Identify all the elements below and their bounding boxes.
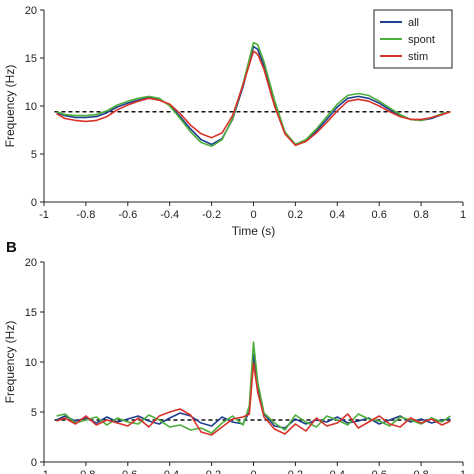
- x-tick-label: 0.8: [413, 209, 428, 221]
- x-tick-label: -0.4: [160, 469, 179, 474]
- y-tick-label: 15: [25, 53, 37, 65]
- x-tick-label: 0.6: [372, 469, 387, 474]
- panel-letter: B: [6, 239, 17, 256]
- x-tick-label: 1: [460, 469, 466, 474]
- x-tick-label: -0.2: [202, 469, 221, 474]
- x-tick-label: -0.8: [76, 209, 95, 221]
- y-tick-label: 20: [25, 5, 37, 17]
- x-tick-label: -1: [39, 209, 49, 221]
- legend-entry-all: all: [408, 17, 419, 29]
- y-tick-label: 15: [25, 307, 37, 319]
- x-tick-label: -0.4: [160, 209, 179, 221]
- series-line-spont: [56, 341, 451, 434]
- x-tick-label: 0.8: [413, 469, 428, 474]
- series-line-spont: [56, 41, 451, 148]
- x-tick-label: 0.6: [372, 209, 387, 221]
- series-line-stim: [56, 362, 451, 436]
- legend-entry-stim: stim: [408, 51, 428, 63]
- y-tick-label: 0: [31, 457, 37, 469]
- x-tick-label: -0.2: [202, 209, 221, 221]
- y-tick-label: 5: [31, 149, 37, 161]
- x-tick-label: 0: [250, 209, 256, 221]
- x-tick-label: 0.4: [330, 469, 345, 474]
- panel-b: 0 5 10 15 20 -1 -0.8 -0.6 -0.4 -0.2 0 0.2 0.4 0.6 0.8 1…: [3, 239, 466, 474]
- y-axis-label: Frequency (Hz): [3, 321, 17, 404]
- x-tick-label: -1: [39, 469, 49, 474]
- series-line-stim: [56, 50, 451, 147]
- x-tick-label: 0: [250, 469, 256, 474]
- x-tick-label: 0.2: [288, 469, 303, 474]
- y-tick-label: 5: [31, 407, 37, 419]
- x-axis-label: Time (s): [232, 224, 276, 238]
- y-tick-label: 0: [31, 197, 37, 209]
- y-tick-label: 10: [25, 357, 37, 369]
- y-tick-label: 20: [25, 257, 37, 269]
- x-tick-label: -0.8: [76, 469, 95, 474]
- x-tick-label: 1: [460, 209, 466, 221]
- x-tick-label: -0.6: [118, 209, 137, 221]
- series-line-all: [56, 45, 451, 146]
- y-tick-label: 10: [25, 101, 37, 113]
- panel-a: 0 5 10 15 20 -1 -0.8 -0.6 -0.4 -0.2 0 0.2 0.4 0.6 0.8 1…: [3, 5, 466, 238]
- y-axis-label: Frequency (Hz): [3, 65, 17, 148]
- legend-entry-spont: spont: [408, 34, 435, 46]
- x-tick-label: -0.6: [118, 469, 137, 474]
- x-tick-label: 0.4: [330, 209, 345, 221]
- x-tick-label: 0.2: [288, 209, 303, 221]
